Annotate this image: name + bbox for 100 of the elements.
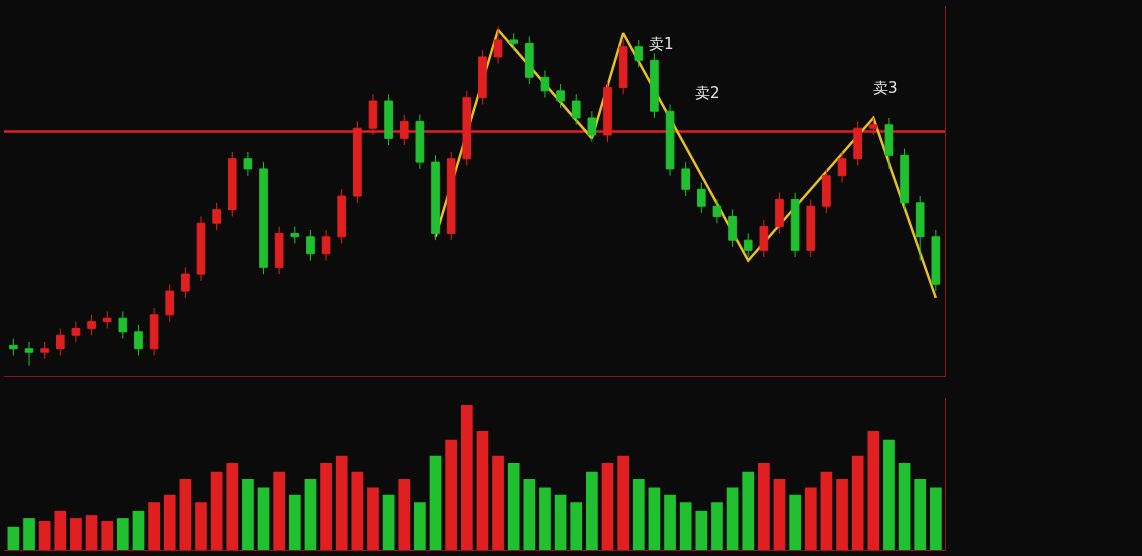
candlestick <box>259 161 268 275</box>
bar <box>507 462 520 550</box>
bar <box>929 487 942 550</box>
candlestick <box>509 32 519 51</box>
bar <box>163 494 176 550</box>
bar <box>70 518 82 550</box>
bar <box>7 526 20 550</box>
candlestick <box>696 181 706 214</box>
bar <box>398 478 411 550</box>
candlestick <box>634 39 644 68</box>
candlestick <box>446 151 456 241</box>
bar <box>648 487 661 550</box>
bar <box>867 431 880 550</box>
candlestick <box>118 310 128 340</box>
candlestick <box>181 266 190 299</box>
candlestick <box>525 36 534 85</box>
bar <box>101 520 114 550</box>
bar <box>460 404 473 550</box>
bar <box>617 455 629 550</box>
bar <box>288 494 301 550</box>
bar <box>476 431 489 550</box>
bar <box>54 510 67 550</box>
bar <box>570 502 583 550</box>
candlestick <box>24 341 34 367</box>
annotation: 卖3 <box>873 79 898 97</box>
candlestick <box>587 110 597 143</box>
bar <box>726 487 739 550</box>
candlestick <box>196 215 206 282</box>
candlestick <box>149 307 159 357</box>
candlestick <box>712 198 722 224</box>
bar <box>351 471 364 550</box>
candlestick <box>728 209 737 248</box>
candlestick <box>493 25 503 65</box>
candlestick <box>384 93 393 146</box>
bar <box>429 455 442 550</box>
bar <box>492 455 504 550</box>
candlestick <box>478 49 487 105</box>
bar <box>210 471 223 550</box>
candlestick <box>87 314 96 336</box>
bar <box>851 455 864 550</box>
bar <box>414 502 426 550</box>
candlestick <box>618 39 628 95</box>
candlestick <box>681 161 691 197</box>
candlestick <box>806 198 816 258</box>
candlestick <box>837 151 847 183</box>
bar <box>742 471 755 550</box>
candlestick <box>931 229 941 292</box>
candlestick <box>665 103 675 177</box>
bar <box>335 455 348 550</box>
annotation: 卖1 <box>649 35 674 53</box>
bar <box>820 471 833 550</box>
bar <box>195 502 207 550</box>
bar <box>757 462 770 550</box>
candlestick <box>915 195 925 262</box>
candlestick <box>337 188 347 245</box>
candlestick <box>40 341 49 360</box>
candlestick <box>134 324 143 357</box>
bar <box>632 478 645 550</box>
bar <box>711 502 723 550</box>
candlestick <box>321 229 331 262</box>
bar <box>898 462 911 550</box>
bar <box>85 515 98 550</box>
bar <box>257 487 270 550</box>
bar <box>445 439 458 550</box>
bar <box>664 494 676 550</box>
candlestick <box>743 232 753 258</box>
candlestick <box>71 321 81 343</box>
candlestick <box>759 219 769 258</box>
candlestick <box>556 83 565 109</box>
bar <box>554 494 567 550</box>
bar <box>38 520 51 550</box>
candlestick <box>55 327 65 357</box>
bar <box>179 478 192 550</box>
candlestick <box>650 53 659 119</box>
bar <box>273 471 286 550</box>
bar <box>789 494 801 550</box>
candlestick <box>775 192 784 234</box>
bar <box>695 510 708 550</box>
annotation: 卖2 <box>695 84 720 102</box>
bar <box>367 487 379 550</box>
bar <box>523 478 536 550</box>
candlestick <box>790 192 800 258</box>
bar <box>226 462 239 550</box>
candlestick <box>290 226 300 245</box>
candlestick <box>243 151 253 177</box>
bar <box>116 518 129 550</box>
candlestick <box>165 283 175 323</box>
bar <box>586 471 598 550</box>
bar <box>382 494 395 550</box>
candlestick <box>415 114 425 170</box>
bar <box>601 462 614 550</box>
bar <box>539 487 551 550</box>
bar <box>883 439 895 550</box>
candlestick <box>102 310 112 329</box>
bar <box>320 462 332 550</box>
bar <box>914 478 927 550</box>
bar <box>242 478 254 550</box>
candlestick <box>227 151 237 217</box>
bar <box>148 502 160 550</box>
bar <box>836 478 848 550</box>
